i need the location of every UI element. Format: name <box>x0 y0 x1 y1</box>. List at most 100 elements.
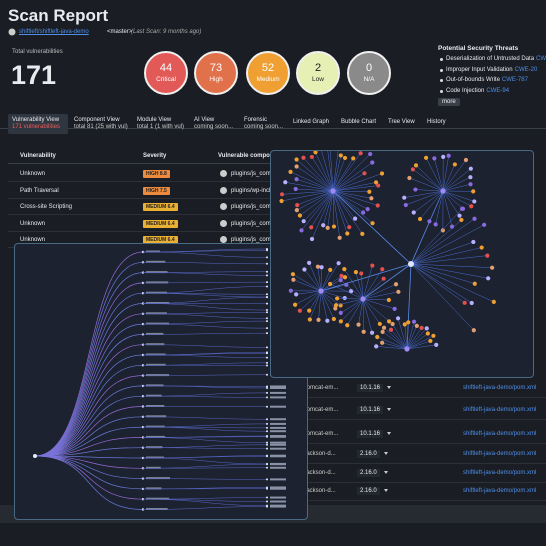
tab-label[interactable]: Forensic <box>244 117 268 123</box>
dep-version[interactable]: 2.16.0 <box>357 469 380 477</box>
dropdown-arrow <box>383 452 388 455</box>
graph-edge <box>410 263 465 304</box>
tree-node-label <box>146 363 166 366</box>
wp-icon <box>220 203 227 210</box>
graph-edge <box>327 190 334 228</box>
dep-version[interactable]: 2.16.0 <box>357 450 380 458</box>
graph-edge <box>406 321 415 350</box>
tree-edge <box>142 478 268 480</box>
graph-node <box>424 326 429 331</box>
graph-node <box>351 156 356 161</box>
graph-node <box>414 323 419 328</box>
tab-label[interactable]: History <box>427 119 446 125</box>
bullet <box>440 58 443 61</box>
threat-cwe[interactable]: CWE-502 <box>536 56 546 62</box>
component: plugins/js_comp... <box>231 220 280 227</box>
graph-edge <box>413 190 444 213</box>
tab-label[interactable]: Linked Graph <box>293 119 330 125</box>
severity-circle: 44 Critical <box>144 51 188 95</box>
graph-edge <box>362 298 395 310</box>
dep-version[interactable]: 10.1.16 <box>357 384 384 392</box>
graph-node <box>367 189 372 194</box>
graph-node <box>459 206 465 211</box>
threat-cwe[interactable]: CWE-787 <box>501 77 528 83</box>
dep-file[interactable]: shiftleft-java-demo/pom.xml <box>463 488 537 494</box>
threat-cwe[interactable]: CWE-20 <box>514 66 538 73</box>
dep-file[interactable]: shiftleft-java-demo/pom.xml <box>463 431 537 437</box>
tree-edge <box>34 282 144 457</box>
graph-node <box>307 317 312 322</box>
active-tab-bg <box>8 114 68 134</box>
graph-node <box>407 175 412 181</box>
graph-node <box>406 320 411 325</box>
tree-leaf <box>266 309 268 312</box>
tab-label[interactable]: Tree View <box>388 119 415 125</box>
dep-version[interactable]: 2.16.0 <box>357 487 380 495</box>
graph-edge <box>435 190 444 225</box>
component: plugins/wp-inclu... <box>231 187 279 194</box>
graph-node <box>486 276 491 281</box>
graph-node <box>373 180 379 185</box>
central-hub <box>408 261 414 267</box>
tree-edge <box>34 261 144 457</box>
severity-circle: 73 High <box>194 51 238 95</box>
graph-node <box>468 182 473 187</box>
dropdown-arrow <box>383 489 388 492</box>
last-scan: (Last Scan: 9 months ago) <box>131 29 202 35</box>
graph-edge <box>297 190 334 206</box>
graph-edge <box>311 156 334 192</box>
wp-icon <box>220 170 227 177</box>
wp-icon <box>220 219 227 227</box>
tree-edge <box>34 364 144 457</box>
graph-node <box>294 164 299 169</box>
graph-edge <box>315 152 334 192</box>
tab-label[interactable]: Bubble Chart <box>341 119 377 125</box>
dep-row-line <box>300 482 546 483</box>
tree-leaf <box>266 285 268 288</box>
dep-file[interactable]: shiftleft-java-demo/pom.xml <box>463 407 537 413</box>
tree-node-label <box>146 281 169 284</box>
graph-node <box>441 154 446 160</box>
graph-edge <box>362 298 390 322</box>
graph-node <box>370 160 375 165</box>
graph-edge <box>332 158 354 192</box>
tree-leaf-label <box>270 386 286 389</box>
graph-edge <box>362 291 399 300</box>
tab-label[interactable]: Component View <box>74 117 120 123</box>
tree-edge <box>34 292 144 457</box>
tab-label[interactable]: AI View <box>194 117 215 123</box>
graph-node <box>353 216 358 221</box>
graph-edge <box>362 298 381 325</box>
graph-edge <box>332 153 361 192</box>
tree-edge <box>142 281 268 284</box>
graph-edge <box>362 269 383 300</box>
bullet <box>440 79 443 82</box>
graph-edge <box>442 190 453 227</box>
dep-version[interactable]: 10.1.16 <box>357 430 384 438</box>
network-graph-panel <box>270 150 534 378</box>
threat-cwe[interactable]: CWE-94 <box>486 87 510 94</box>
dep-file[interactable]: shiftleft-java-demo/pom.xml <box>463 451 537 457</box>
graph-node <box>472 281 477 286</box>
tree-leaf-label <box>270 430 286 433</box>
severity-count: 44 <box>159 62 173 74</box>
dep-file[interactable]: shiftleft-java-demo/pom.xml <box>463 470 537 476</box>
dep-file[interactable]: shiftleft-java-demo/pom.xml <box>463 385 537 391</box>
graph-node <box>425 331 430 336</box>
graph-node <box>380 340 385 345</box>
graph-node <box>472 199 477 204</box>
graph-edge <box>442 176 471 192</box>
graph-edge <box>406 325 418 350</box>
graph-edge <box>332 190 335 227</box>
tab-label[interactable]: Vulnerability View <box>12 117 60 123</box>
hub-edge <box>362 263 412 300</box>
repo-link[interactable]: shiftleft/shiftleft-java-demo <box>19 29 89 35</box>
tree-node-label <box>146 394 162 397</box>
graph-node <box>375 334 380 340</box>
graph-edge <box>425 157 444 192</box>
graph-node <box>396 289 401 294</box>
more-button[interactable]: more <box>438 98 460 106</box>
tree-leaf-label <box>270 441 286 444</box>
dep-version[interactable]: 10.1.16 <box>357 406 384 414</box>
tab-label[interactable]: Module View <box>137 117 172 123</box>
